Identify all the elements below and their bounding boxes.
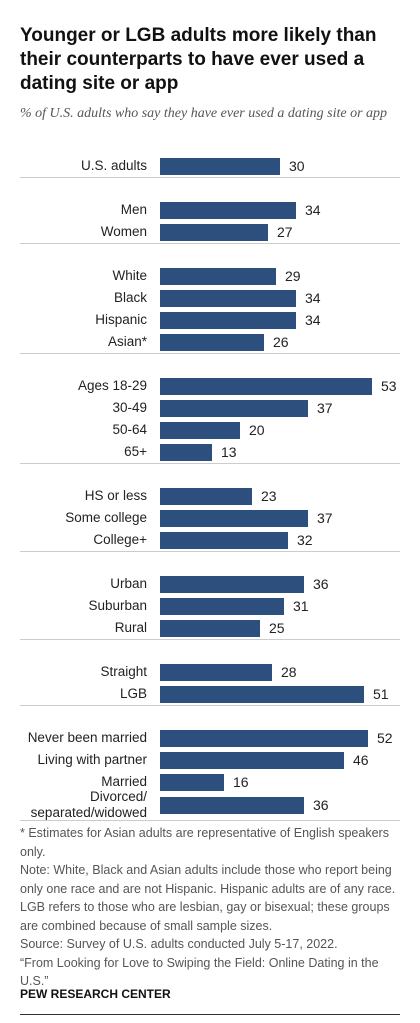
chart-subtitle: % of U.S. adults who say they have ever … <box>20 106 388 121</box>
bar <box>160 311 296 329</box>
note: “From Looking for Love to Swiping the Fi… <box>20 955 379 989</box>
category-label: Divorced/ separated/widowed <box>30 789 147 820</box>
bar <box>160 685 364 703</box>
bar <box>160 773 224 791</box>
value-label: 32 <box>297 532 313 548</box>
bar <box>160 399 308 417</box>
group-separator <box>20 353 400 354</box>
value-label: 46 <box>353 752 369 768</box>
bar <box>160 443 212 461</box>
note: * Estimates for Asian adults are represe… <box>20 826 389 859</box>
bar <box>160 333 264 351</box>
category-label: 30-49 <box>112 400 147 415</box>
bar <box>160 157 280 175</box>
bar <box>160 663 272 681</box>
credit: PEW RESEARCH CENTER <box>20 987 171 1001</box>
category-label: HS or less <box>84 488 147 503</box>
bar <box>160 509 308 527</box>
value-label: 36 <box>313 797 329 813</box>
bar <box>160 796 304 814</box>
value-label: 53 <box>381 378 397 394</box>
bar <box>160 487 252 505</box>
group-separator <box>20 639 400 640</box>
bar <box>160 289 296 307</box>
value-label: 20 <box>249 422 265 438</box>
category-label: 50-64 <box>112 422 147 437</box>
value-label: 37 <box>317 400 333 416</box>
value-label: 34 <box>305 290 321 306</box>
group-separator <box>20 551 400 552</box>
category-label: U.S. adults <box>80 158 147 173</box>
value-label: 25 <box>269 620 285 636</box>
group-separator <box>20 705 400 706</box>
category-label: Women <box>100 224 147 239</box>
value-label: 31 <box>293 598 309 614</box>
bar <box>160 421 240 439</box>
category-label: Asian* <box>107 334 147 349</box>
value-label: 16 <box>233 774 249 790</box>
bar <box>160 223 268 241</box>
category-label: White <box>112 268 147 283</box>
group-separator <box>20 463 400 464</box>
value-label: 36 <box>313 576 329 592</box>
category-label: Some college <box>65 510 147 525</box>
category-label: College+ <box>93 532 147 547</box>
bar <box>160 267 276 285</box>
group-separator <box>20 177 400 178</box>
category-label: LGB <box>119 686 147 701</box>
category-label: Hispanic <box>95 312 147 327</box>
value-label: 26 <box>273 334 289 350</box>
category-label: Black <box>113 290 147 305</box>
value-label: 34 <box>305 202 321 218</box>
bar <box>160 531 288 549</box>
category-label: Married <box>101 774 147 789</box>
bar <box>160 377 372 395</box>
value-label: 27 <box>277 224 293 240</box>
note: Note: White, Black and Asian adults incl… <box>20 863 396 933</box>
category-label: Ages 18-29 <box>77 378 147 393</box>
bar <box>160 619 260 637</box>
group-separator <box>20 243 400 244</box>
value-label: 51 <box>373 686 389 702</box>
value-label: 13 <box>221 444 237 460</box>
value-label: 37 <box>317 510 333 526</box>
value-label: 30 <box>289 158 305 174</box>
value-label: 29 <box>285 268 301 284</box>
category-label: Suburban <box>88 598 147 613</box>
group-separator <box>20 820 400 821</box>
category-label: Straight <box>100 664 147 679</box>
bar <box>160 597 284 615</box>
notes: * Estimates for Asian adults are represe… <box>20 824 405 991</box>
bar <box>160 729 368 747</box>
category-label: Urban <box>110 576 147 591</box>
category-label: 65+ <box>124 444 147 459</box>
category-label: Living with partner <box>37 752 147 767</box>
value-label: 34 <box>305 312 321 328</box>
value-label: 52 <box>377 730 393 746</box>
chart-title: Younger or LGB adults more likely than t… <box>20 25 377 94</box>
bar <box>160 751 344 769</box>
note: Source: Survey of U.S. adults conducted … <box>20 937 338 951</box>
value-label: 28 <box>281 664 297 680</box>
bar <box>160 575 304 593</box>
value-label: 23 <box>261 488 277 504</box>
category-label: Never been married <box>27 730 147 745</box>
bottom-rule <box>20 1014 400 1015</box>
bar <box>160 201 296 219</box>
category-label: Men <box>120 202 147 217</box>
category-label: Rural <box>114 620 147 635</box>
